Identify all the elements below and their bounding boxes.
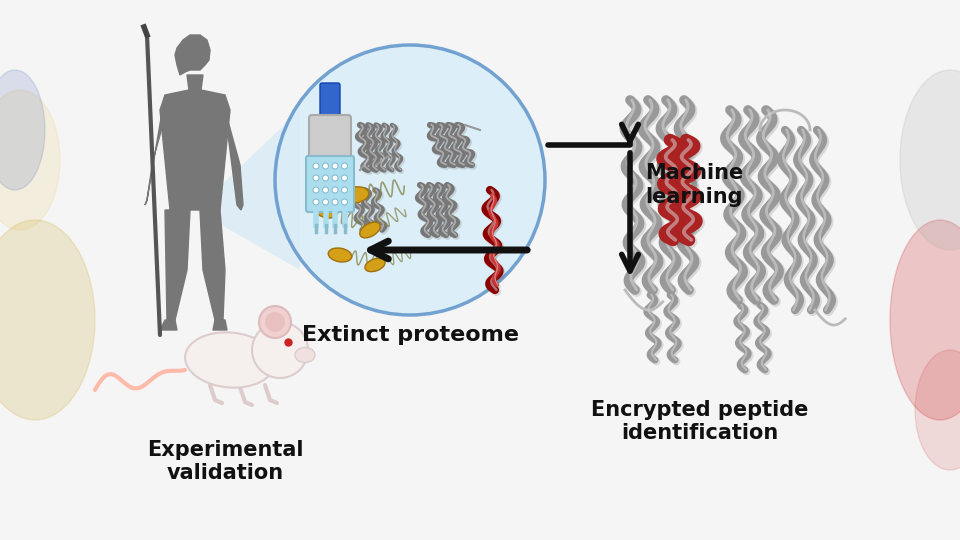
- Polygon shape: [160, 90, 230, 210]
- Circle shape: [332, 175, 338, 181]
- Circle shape: [313, 187, 319, 193]
- Ellipse shape: [365, 258, 385, 272]
- Polygon shape: [195, 110, 300, 270]
- Circle shape: [313, 199, 319, 205]
- Text: Machine
learning: Machine learning: [645, 164, 743, 207]
- Ellipse shape: [295, 348, 315, 362]
- Polygon shape: [160, 320, 177, 330]
- FancyBboxPatch shape: [309, 115, 351, 163]
- Polygon shape: [213, 320, 227, 330]
- FancyBboxPatch shape: [306, 156, 354, 212]
- Circle shape: [252, 322, 308, 378]
- Circle shape: [265, 312, 285, 332]
- Circle shape: [323, 187, 328, 193]
- Text: Experimental
validation: Experimental validation: [147, 440, 303, 483]
- Polygon shape: [200, 210, 225, 320]
- Circle shape: [342, 163, 348, 169]
- Circle shape: [332, 187, 338, 193]
- Polygon shape: [175, 35, 210, 75]
- Circle shape: [323, 199, 328, 205]
- Ellipse shape: [185, 332, 275, 388]
- Circle shape: [259, 306, 291, 338]
- Ellipse shape: [0, 90, 60, 230]
- Ellipse shape: [328, 248, 351, 262]
- Ellipse shape: [900, 70, 960, 250]
- Polygon shape: [223, 95, 243, 210]
- Ellipse shape: [341, 187, 369, 203]
- Circle shape: [275, 45, 545, 315]
- Circle shape: [313, 175, 319, 181]
- Polygon shape: [187, 75, 203, 90]
- Circle shape: [323, 175, 328, 181]
- Ellipse shape: [0, 70, 45, 190]
- Circle shape: [342, 199, 348, 205]
- Ellipse shape: [915, 350, 960, 470]
- Text: Encrypted peptide
identification: Encrypted peptide identification: [591, 400, 808, 443]
- Ellipse shape: [360, 222, 380, 238]
- Polygon shape: [165, 210, 190, 320]
- Circle shape: [342, 175, 348, 181]
- Circle shape: [313, 163, 319, 169]
- Ellipse shape: [0, 220, 95, 420]
- Circle shape: [332, 163, 338, 169]
- Text: Extinct proteome: Extinct proteome: [301, 325, 518, 345]
- Circle shape: [332, 199, 338, 205]
- Polygon shape: [145, 95, 167, 205]
- Ellipse shape: [890, 220, 960, 420]
- Circle shape: [342, 187, 348, 193]
- Circle shape: [323, 163, 328, 169]
- Ellipse shape: [313, 202, 337, 218]
- FancyBboxPatch shape: [320, 83, 340, 122]
